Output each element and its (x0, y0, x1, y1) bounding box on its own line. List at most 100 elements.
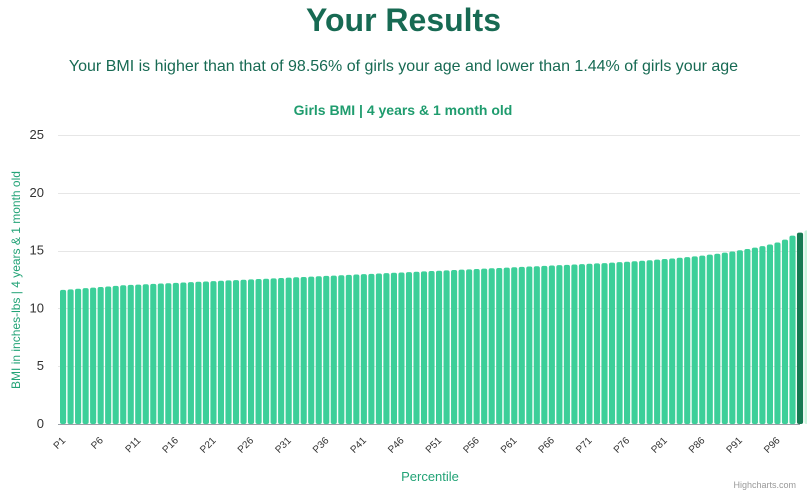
bar[interactable] (511, 267, 518, 424)
bar[interactable] (616, 262, 623, 424)
bar[interactable] (323, 275, 330, 424)
bar[interactable] (270, 278, 277, 424)
bar[interactable] (217, 280, 225, 424)
bar[interactable] (90, 287, 97, 424)
bar[interactable] (676, 257, 683, 424)
bar[interactable] (248, 279, 255, 424)
bar[interactable] (458, 269, 465, 424)
bar[interactable] (225, 280, 232, 424)
bar[interactable] (202, 281, 209, 424)
bar[interactable] (744, 248, 751, 424)
bar[interactable] (774, 242, 781, 424)
bar[interactable] (624, 261, 631, 424)
bar[interactable] (285, 277, 292, 424)
bar[interactable] (781, 239, 789, 424)
bar[interactable] (714, 253, 721, 424)
bar[interactable] (150, 283, 157, 424)
bar[interactable] (263, 278, 270, 424)
bar[interactable] (255, 279, 262, 424)
bar[interactable] (443, 270, 450, 424)
bar[interactable] (631, 261, 638, 424)
bar[interactable] (684, 257, 691, 424)
bar[interactable] (405, 272, 413, 424)
bar-current-bmi[interactable] (796, 232, 804, 424)
bar[interactable] (82, 288, 89, 424)
bar[interactable] (751, 247, 758, 424)
bar[interactable] (157, 283, 164, 424)
bar[interactable] (345, 274, 352, 424)
bar[interactable] (240, 279, 247, 424)
bar[interactable] (390, 272, 397, 424)
bar[interactable] (420, 271, 428, 424)
bar[interactable] (766, 244, 773, 424)
bar[interactable] (451, 270, 458, 424)
bar[interactable] (180, 282, 187, 424)
bar[interactable] (187, 282, 194, 424)
bar[interactable] (360, 274, 367, 424)
bar[interactable] (563, 264, 570, 424)
bar[interactable] (413, 271, 420, 424)
bar[interactable] (466, 269, 473, 424)
bar[interactable] (481, 268, 488, 424)
bar[interactable] (556, 265, 563, 424)
bar[interactable] (759, 246, 766, 424)
bar[interactable] (699, 255, 706, 424)
bar[interactable] (488, 268, 495, 424)
bar[interactable] (608, 262, 616, 424)
bar[interactable] (105, 286, 112, 424)
bar[interactable] (135, 284, 142, 424)
bar[interactable] (436, 270, 443, 424)
bar[interactable] (601, 263, 608, 424)
bar[interactable] (383, 273, 390, 424)
bar[interactable] (353, 274, 360, 424)
bar[interactable] (300, 276, 307, 424)
bar[interactable] (398, 272, 405, 424)
bar[interactable] (541, 265, 548, 424)
bar[interactable] (210, 281, 217, 424)
bar[interactable] (308, 276, 315, 424)
bar[interactable] (646, 260, 653, 424)
bar[interactable] (278, 278, 285, 424)
bar[interactable] (639, 260, 646, 424)
bar[interactable] (293, 277, 300, 424)
bar[interactable] (368, 273, 375, 424)
bar[interactable] (75, 288, 82, 424)
bar[interactable] (315, 276, 322, 424)
bar[interactable] (729, 251, 736, 424)
bar[interactable] (195, 281, 202, 424)
bar[interactable] (578, 264, 585, 424)
bar[interactable] (60, 289, 67, 424)
bar[interactable] (127, 284, 134, 424)
bar[interactable] (503, 267, 510, 424)
bar[interactable] (593, 263, 601, 424)
bar-series[interactable] (60, 230, 807, 424)
bar[interactable] (526, 266, 533, 424)
bar[interactable] (804, 230, 807, 424)
bar[interactable] (232, 280, 240, 424)
bar[interactable] (548, 265, 555, 424)
bar[interactable] (533, 266, 540, 424)
bar[interactable] (518, 266, 525, 424)
bar[interactable] (142, 284, 149, 424)
bar[interactable] (473, 268, 480, 424)
bar[interactable] (67, 289, 74, 424)
bar[interactable] (571, 264, 578, 424)
bar[interactable] (428, 271, 435, 424)
bar[interactable] (669, 258, 676, 424)
bar[interactable] (330, 275, 337, 424)
bar[interactable] (165, 283, 172, 424)
bar[interactable] (706, 254, 713, 424)
bar[interactable] (120, 285, 127, 424)
bar[interactable] (375, 273, 382, 424)
bar[interactable] (586, 263, 593, 424)
bar[interactable] (496, 267, 503, 424)
bar[interactable] (721, 252, 728, 424)
bar[interactable] (97, 287, 104, 424)
bar[interactable] (661, 259, 668, 424)
bar[interactable] (172, 282, 179, 424)
bar[interactable] (736, 250, 743, 424)
bar[interactable] (338, 275, 345, 424)
bar[interactable] (654, 259, 661, 424)
bar[interactable] (789, 235, 796, 424)
bar[interactable] (691, 256, 698, 424)
